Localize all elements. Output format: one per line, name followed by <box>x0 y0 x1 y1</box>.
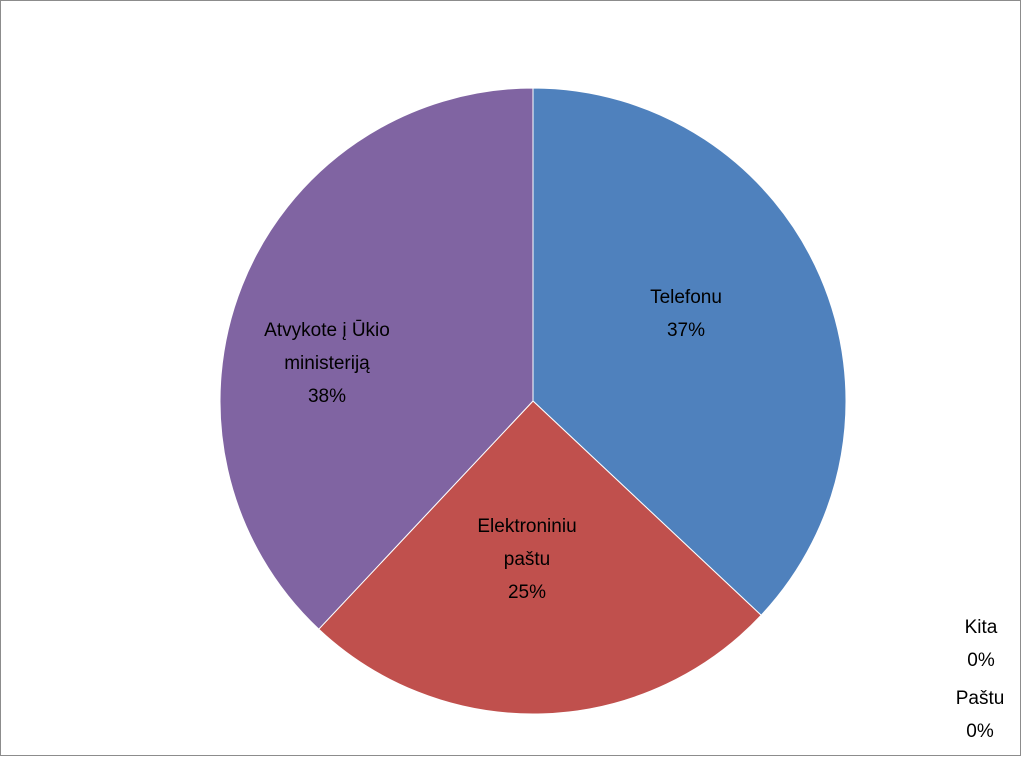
pie-labels: Telefonu 37% Elektroniniu paštu 25% Atvykote … <box>264 287 1004 742</box>
pie-slices <box>219 87 847 715</box>
slice-label-0: Telefonu 37% <box>650 287 722 341</box>
slice-label-1: Elektroniniu paštu 25% <box>477 516 576 603</box>
slice-label-4: Paštu 0% <box>956 688 1005 742</box>
slice-label-3: Kita 0% <box>965 617 998 671</box>
pie-slice-0 <box>532 87 847 616</box>
pie-slice-1 <box>318 400 762 715</box>
pie-slice-2 <box>219 87 534 630</box>
slice-label-2: Atvykote į Ūkio ministeriją 38% <box>264 320 390 407</box>
